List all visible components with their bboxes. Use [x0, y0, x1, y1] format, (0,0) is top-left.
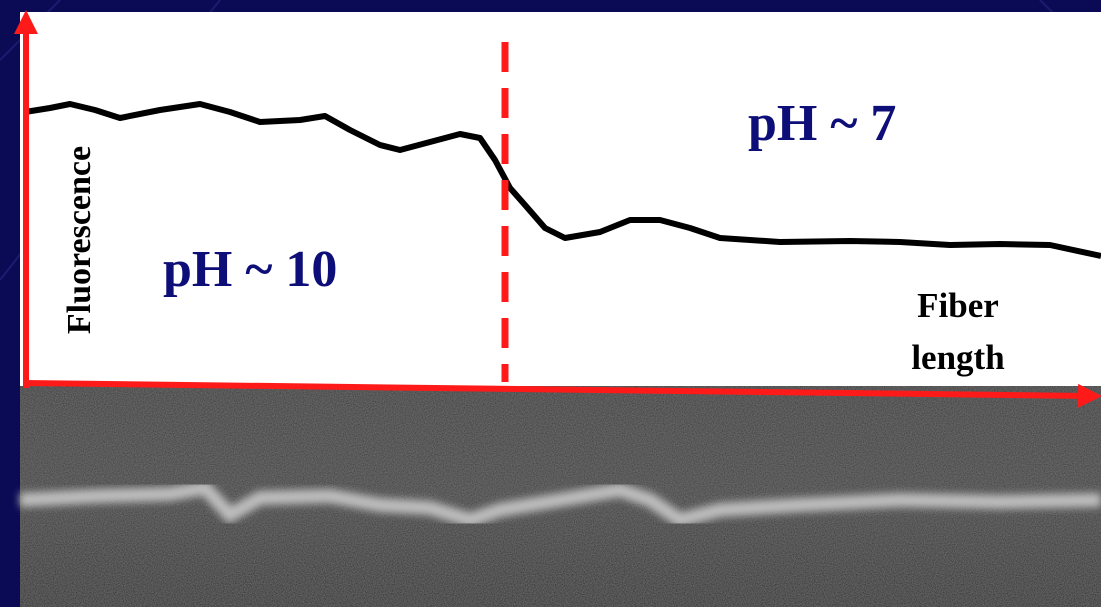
slide: Fluorescence Fiber length pH ~ 10 pH ~ 7 [0, 0, 1101, 607]
plot-area [20, 12, 1101, 388]
x-axis-label: Fiber [917, 286, 999, 325]
region-label: pH ~ 10 [163, 241, 337, 298]
y-axis-label: Fluorescence [61, 146, 98, 334]
fiber-image [20, 386, 1101, 607]
page: {"y_axis_label": "Fluorescence", "x_axis… [0, 0, 1101, 607]
region-label: pH ~ 7 [748, 95, 896, 152]
x-axis-label: length [911, 338, 1004, 377]
